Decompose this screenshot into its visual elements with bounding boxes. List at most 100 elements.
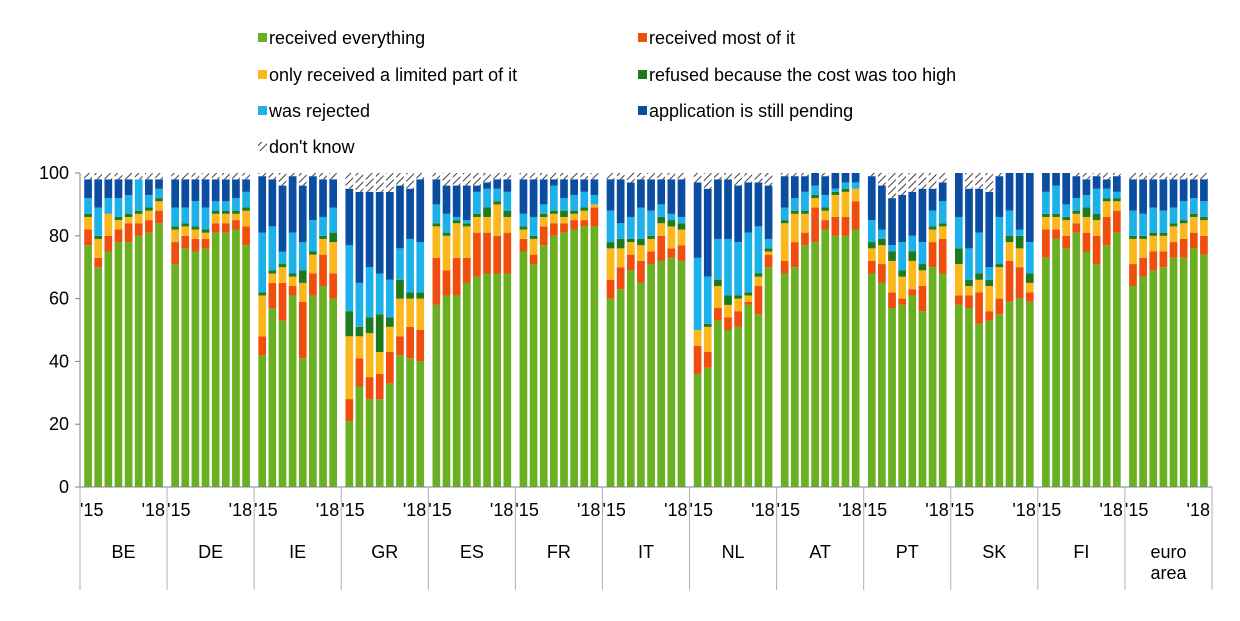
bar-segment (1139, 173, 1147, 180)
y-tick-label: 80 (49, 226, 69, 246)
bar-segment (677, 260, 686, 487)
legend-label: received most of it (649, 28, 795, 48)
bar-segment (319, 216, 327, 236)
bar-segment (416, 361, 425, 487)
bar-segment (734, 298, 742, 312)
bar-segment (442, 235, 451, 271)
legend: received everything received most of it on… (258, 28, 956, 157)
bar-segment (355, 336, 364, 359)
bar-segment (242, 210, 250, 227)
bar-segment (1092, 213, 1101, 221)
bar-segment (462, 226, 471, 258)
y-tick-label: 40 (49, 351, 69, 371)
bar-segment (898, 270, 907, 277)
bar-segment (667, 248, 676, 258)
bar-segment (647, 210, 655, 236)
bar-segment (677, 179, 686, 217)
bar-segment (171, 229, 179, 243)
bar-segment (831, 194, 840, 217)
bar-segment (145, 207, 153, 211)
bar-segment (134, 213, 143, 224)
bar-segment (221, 223, 230, 233)
bar-segment (995, 314, 1004, 487)
bar-segment (1082, 173, 1091, 180)
bar-segment (396, 355, 404, 487)
bar-segment (1025, 301, 1034, 487)
bar-segment (288, 176, 297, 233)
y-tick-label: 60 (49, 289, 69, 309)
bar-segment (693, 182, 702, 258)
bar-segment (329, 232, 338, 243)
bar-segment (319, 179, 327, 217)
bar-segment (406, 326, 414, 359)
bar-segment (232, 173, 240, 180)
bar-segment (898, 173, 907, 195)
bar-segment (626, 242, 635, 255)
bar-segment (171, 207, 179, 227)
x-group-label: AT (809, 542, 831, 562)
bar-segment (258, 176, 267, 233)
bar-segment (1139, 276, 1147, 487)
bar-segment (626, 254, 635, 271)
bar-segment (841, 182, 850, 189)
bar-segment (928, 226, 937, 230)
bar-segment (355, 358, 364, 387)
bar-segment (519, 226, 528, 230)
bar-segment (734, 242, 742, 296)
x-period-label-last: '18 (664, 500, 687, 520)
bar-segment (714, 320, 722, 487)
bar-segment (590, 204, 599, 208)
bar-segment (365, 399, 374, 487)
bar-segment (560, 210, 568, 217)
bar-segment (1149, 232, 1158, 236)
bar-segment (1072, 223, 1081, 233)
bar-segment (493, 273, 502, 487)
bar-segment (1062, 220, 1071, 236)
bar-segment (288, 273, 297, 277)
bar-segment (432, 304, 441, 487)
bar-segment (580, 220, 589, 227)
bar-segment (355, 173, 364, 192)
bar-segment (473, 232, 481, 277)
bar-segment (473, 185, 481, 192)
bar-segment (84, 229, 92, 246)
bar-segment (201, 248, 210, 487)
bar-segment (278, 185, 287, 252)
bar-segment (801, 210, 809, 214)
bar-segment (928, 173, 937, 189)
bar-segment (1139, 179, 1147, 214)
bar-segment (396, 173, 404, 186)
bar-segment (539, 173, 548, 180)
bar-segment (724, 238, 732, 296)
bar-segment (432, 179, 441, 205)
bar-segment (637, 260, 645, 283)
bar-segment (191, 179, 200, 202)
bar-segment (462, 220, 471, 224)
bar-segment (1179, 179, 1188, 202)
bar-segment (1200, 220, 1208, 236)
x-group-label: NL (722, 542, 745, 562)
bar-segment (703, 326, 712, 352)
bar-segment (867, 173, 876, 177)
bar-segment (519, 213, 528, 227)
bar-segment (134, 179, 143, 211)
bar-segment (754, 276, 763, 287)
bar-segment (483, 232, 491, 274)
bar-segment (1129, 173, 1137, 180)
bar-segment (1052, 216, 1060, 230)
bar-segment (570, 213, 578, 221)
bar-segment (416, 242, 425, 293)
bar-segment (1052, 229, 1060, 239)
x-period-label-last: '18 (142, 500, 165, 520)
x-group-label: DE (198, 542, 223, 562)
legend-swatch (258, 33, 267, 42)
bar-segment (493, 173, 502, 180)
bar-segment (1062, 216, 1071, 221)
bar-segment (232, 220, 240, 230)
bar-segment (483, 216, 491, 233)
bar-segment (780, 207, 789, 221)
bar-segment (1169, 207, 1178, 224)
bar-segment (114, 173, 123, 180)
bar-segment (1129, 179, 1137, 211)
bar-segment (114, 198, 123, 217)
